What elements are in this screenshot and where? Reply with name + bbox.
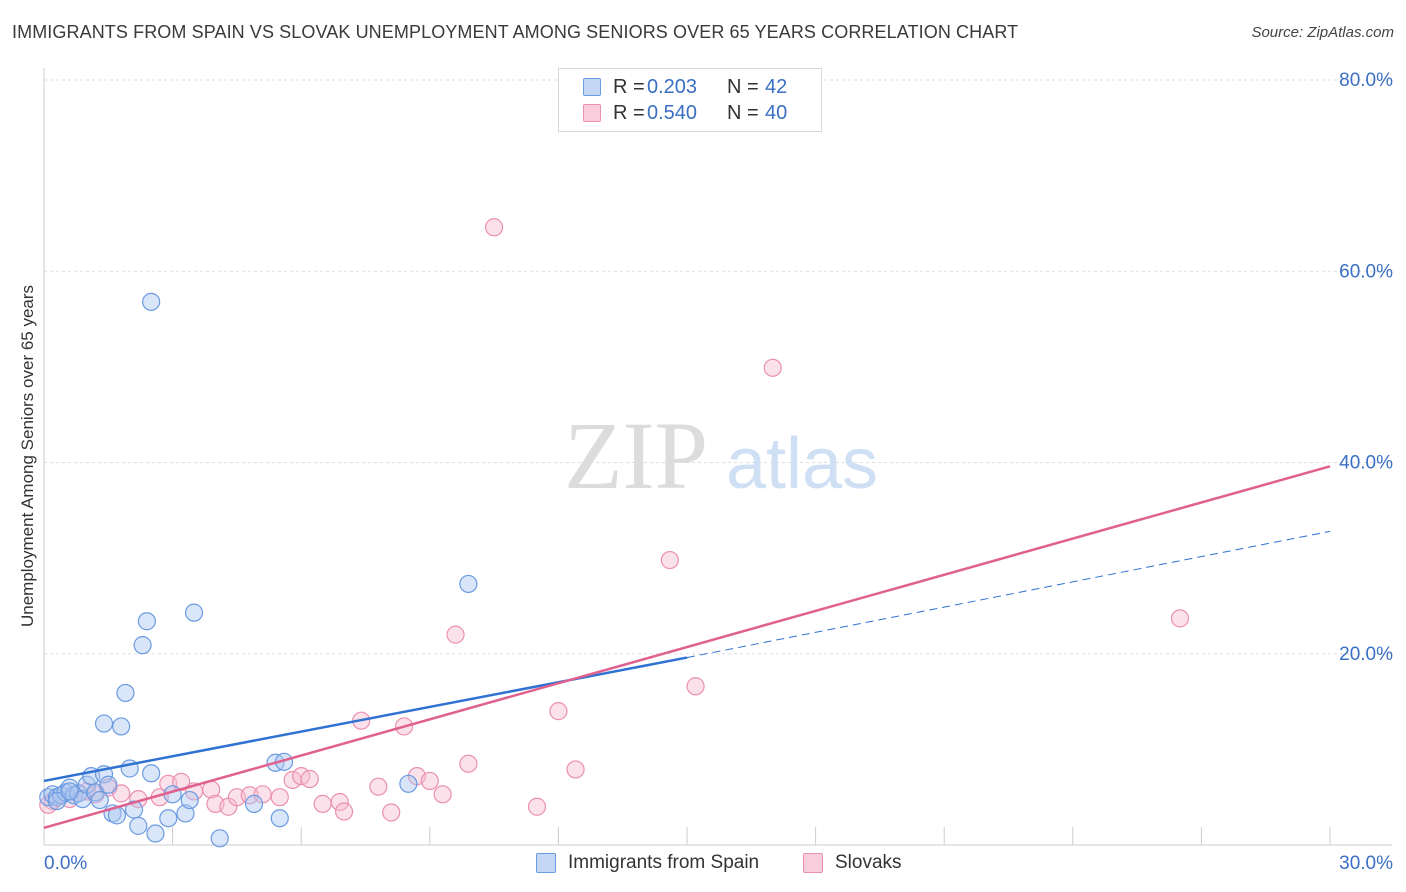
point-pink-17 [270, 788, 289, 807]
point-blue-38 [94, 714, 114, 733]
point-pink-26 [382, 803, 401, 822]
y-tick-label-1: 40.0% [1339, 453, 1393, 474]
series-slovaks [39, 218, 1190, 822]
watermark-atlas: atlas [726, 424, 878, 504]
point-pink-30 [433, 785, 452, 804]
point-blue-24 [142, 764, 161, 783]
legend-row-slovaks: R = 0.540 N = 40 [559, 100, 787, 126]
legend-label-spain: Immigrants from Spain [568, 852, 760, 873]
point-blue-36 [399, 774, 418, 793]
point-pink-15 [240, 786, 259, 805]
grid [44, 79, 1392, 655]
point-blue-22 [133, 636, 152, 655]
point-blue-31 [210, 829, 229, 848]
x-tick-label-0: 0.0% [44, 853, 87, 874]
legend-r-label: R = [613, 75, 645, 98]
point-pink-29 [420, 771, 439, 791]
point-pink-38 [686, 677, 705, 696]
point-blue-25 [146, 824, 165, 843]
source-credit: Source: ZipAtlas.com [1251, 24, 1394, 41]
series-immigrants-from-spain [39, 292, 478, 848]
legend-row-spain: R = 0.203 N = 42 [559, 74, 787, 100]
x-tick-labels: 0.0% 30.0% [44, 853, 1393, 874]
trend-lines [43, 465, 1331, 829]
trend-line-spain-0 [43, 656, 688, 783]
point-blue-32 [244, 794, 264, 813]
point-blue-18 [116, 683, 135, 703]
point-pink-25 [369, 777, 388, 796]
axes [43, 68, 1392, 846]
trend-line-slovaks-2 [43, 465, 1331, 829]
point-blue-12 [90, 790, 109, 810]
point-blue-34 [270, 809, 289, 828]
point-pink-31 [446, 625, 465, 644]
x-tick-label-1: 30.0% [1339, 853, 1393, 874]
y-tick-label-0: 20.0% [1339, 644, 1393, 665]
point-pink-32 [459, 754, 478, 773]
point-blue-14 [99, 775, 118, 794]
correlation-legend: R = 0.203 N = 42 R = 0.540 N = 40 [558, 68, 822, 132]
trend-line-spain-1 [686, 530, 1331, 659]
point-pink-40 [1170, 609, 1190, 628]
legend-r-value: 0.203 [647, 75, 698, 98]
point-pink-21 [313, 794, 332, 813]
watermark: ZIP atlas [564, 402, 878, 509]
watermark-zip: ZIP [564, 402, 708, 509]
point-blue-26 [159, 809, 178, 828]
legend-swatch-blue [583, 78, 601, 96]
chart-title: IMMIGRANTS FROM SPAIN VS SLOVAK UNEMPLOY… [12, 22, 1019, 42]
point-blue-40 [47, 791, 66, 811]
point-blue-37 [459, 574, 478, 594]
point-blue-21 [129, 816, 148, 835]
y-axis-label: Unemployment Among Seniors over 65 years [18, 285, 37, 627]
y-tick-label-3: 80.0% [1339, 70, 1393, 91]
point-pink-20 [300, 769, 319, 789]
legend-n-label: N = [727, 101, 759, 124]
legend-n-value: 40 [765, 101, 788, 124]
legend-swatch-blue [536, 853, 556, 873]
point-pink-33 [485, 218, 504, 237]
legend-n-value: 42 [765, 75, 788, 98]
legend-swatch-pink [803, 853, 823, 873]
series-legend: Immigrants from Spain Slovaks [0, 852, 1406, 878]
point-blue-39 [142, 292, 161, 311]
point-pink-36 [566, 760, 585, 779]
point-pink-5 [112, 784, 131, 803]
point-blue-30 [180, 790, 199, 810]
y-tick-labels: 20.0% 40.0% 60.0% 80.0% [1339, 70, 1393, 665]
point-pink-23 [334, 802, 354, 821]
point-blue-23 [137, 612, 156, 631]
point-blue-41 [60, 782, 79, 801]
y-tick-label-2: 60.0% [1339, 261, 1393, 282]
point-pink-39 [763, 358, 782, 377]
legend-r-value: 0.540 [647, 101, 698, 124]
legend-swatch-pink [583, 104, 601, 122]
point-blue-28 [176, 804, 195, 823]
legend-label-slovaks: Slovaks [835, 852, 902, 873]
point-blue-29 [184, 603, 204, 622]
legend-r-label: R = [613, 101, 645, 124]
legend-item-spain[interactable]: Immigrants from Spain [536, 852, 759, 874]
legend-n-label: N = [727, 75, 759, 98]
point-blue-17 [112, 717, 131, 736]
point-pink-22 [330, 792, 349, 812]
point-pink-34 [527, 797, 547, 816]
point-pink-35 [549, 702, 568, 721]
point-pink-37 [660, 550, 679, 570]
legend-item-slovaks[interactable]: Slovaks [803, 852, 902, 874]
